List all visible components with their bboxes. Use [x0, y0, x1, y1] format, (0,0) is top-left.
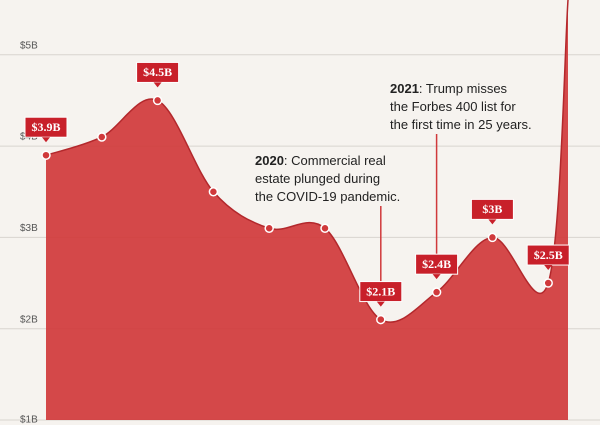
data-point: [152, 95, 163, 106]
annotation-text: estate plunged during: [255, 171, 380, 186]
data-point: [376, 314, 386, 325]
y-tick-label: $3B: [20, 223, 38, 234]
value-label-pointer: [42, 137, 50, 143]
annotation-text: the COVID-19 pandemic.: [255, 189, 400, 204]
annotation-body: the Forbes 400 list for: [390, 99, 516, 114]
data-point: [431, 287, 442, 297]
annotation-body: : Commercial real: [284, 153, 386, 168]
annotation-text: 2020: Commercial real: [255, 153, 386, 168]
annotation-year: 2021: [390, 81, 419, 96]
data-point: [208, 186, 219, 197]
value-label: $3B: [482, 202, 502, 216]
value-label-pointer: [432, 274, 441, 280]
value-label-pointer: [544, 265, 553, 271]
value-label: $2.4B: [422, 257, 451, 271]
annotation-year: 2020: [255, 153, 284, 168]
data-point: [41, 150, 51, 160]
value-label: $4.5B: [143, 65, 172, 79]
annotation-text: the Forbes 400 list for: [390, 99, 516, 114]
value-label-pointer: [376, 301, 385, 307]
annotation-body: the first time in 25 years.: [390, 117, 532, 132]
annotation-text: the first time in 25 years.: [390, 117, 532, 132]
value-label: $3.9B: [31, 120, 60, 134]
data-point: [320, 223, 330, 234]
data-point: [487, 232, 498, 243]
annotation-text: 2021: Trump misses: [390, 81, 508, 96]
value-label-box: [526, 244, 570, 266]
area: [46, 0, 568, 420]
data-point: [264, 223, 274, 234]
value-label: $2.1B: [366, 284, 395, 298]
annotation-body: the COVID-19 pandemic.: [255, 189, 400, 204]
data-point: [97, 132, 107, 142]
y-tick-label: $1B: [20, 415, 38, 425]
annotation-body: : Trump misses: [419, 81, 508, 96]
annotation-body: estate plunged during: [255, 171, 380, 186]
y-tick-label: $2B: [20, 314, 38, 325]
value-label: $2.5B: [534, 248, 563, 262]
value-label-pointer: [153, 82, 162, 88]
value-label-pointer: [488, 219, 497, 225]
y-tick-label: $5B: [20, 40, 38, 51]
data-point: [543, 278, 553, 288]
